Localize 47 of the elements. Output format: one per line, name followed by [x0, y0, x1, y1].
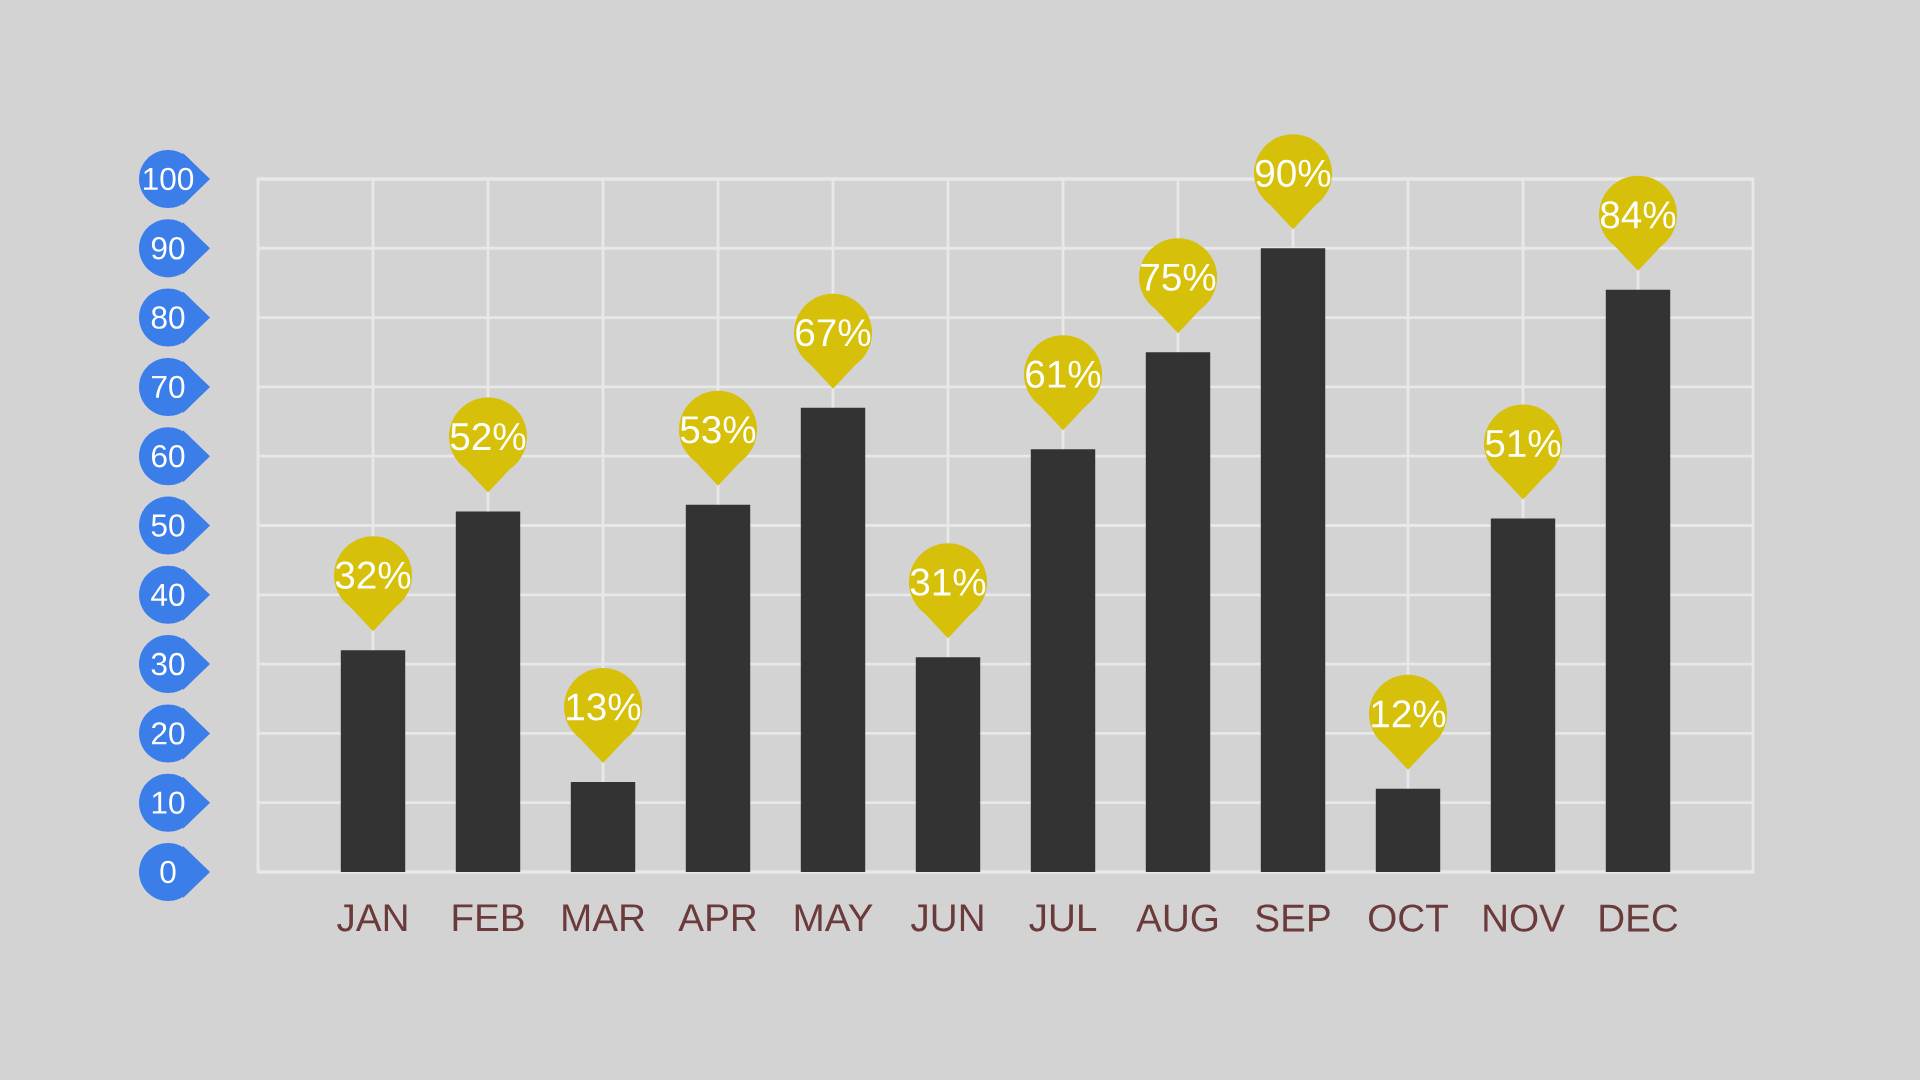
y-tick-label: 60 — [152, 444, 185, 468]
bar — [915, 657, 981, 872]
x-tick-label: DEC — [1600, 904, 1678, 932]
bar — [1030, 449, 1096, 872]
data-label: 12% — [1372, 700, 1446, 728]
bar — [1375, 788, 1441, 872]
x-tick-label: OCT — [1369, 904, 1448, 932]
x-tick-label: MAR — [563, 904, 645, 931]
x-tick-label: AUG — [1136, 904, 1217, 932]
x-tick-label: APR — [678, 904, 756, 931]
x-tick-label: NOV — [1484, 904, 1565, 932]
bar — [1145, 352, 1211, 872]
x-tick-label: SEP — [1256, 904, 1330, 932]
y-tick-label: 50 — [151, 514, 185, 537]
y-tick-label: 70 — [152, 375, 185, 399]
bar — [800, 407, 866, 872]
y-tick-label: 0 — [160, 860, 176, 884]
x-tick-label: FEB — [453, 904, 524, 931]
bar — [455, 511, 521, 872]
x-tick-label: JUN — [911, 904, 983, 932]
data-label: 53% — [680, 416, 756, 444]
y-tick-label: 30 — [151, 652, 185, 676]
data-label: 67% — [796, 319, 871, 347]
data-label: 84% — [1600, 201, 1676, 229]
data-label: 32% — [335, 561, 411, 589]
bar — [1490, 518, 1556, 872]
data-label: 51% — [1485, 429, 1561, 458]
data-label: 13% — [567, 693, 641, 721]
x-tick-label: JAN — [337, 904, 407, 932]
bar — [685, 504, 751, 872]
data-label: 90% — [1256, 159, 1331, 187]
x-tick-label: JUL — [1029, 904, 1097, 932]
y-tick-label: 100 — [144, 167, 194, 191]
bar — [340, 650, 406, 872]
y-tick-label: 90 — [151, 237, 185, 260]
data-label: 31% — [910, 568, 986, 596]
y-tick-label: 20 — [152, 722, 185, 745]
y-tick-label: 40 — [151, 583, 185, 606]
data-label: 52% — [450, 422, 526, 451]
bar — [1605, 289, 1671, 872]
x-tick-label: MAY — [795, 904, 873, 931]
y-tick-label: 80 — [151, 306, 185, 329]
data-label: 75% — [1141, 263, 1216, 291]
bar — [570, 781, 636, 872]
bar — [1260, 248, 1326, 872]
data-label: 61% — [1026, 360, 1101, 388]
y-tick-label: 10 — [152, 791, 185, 814]
